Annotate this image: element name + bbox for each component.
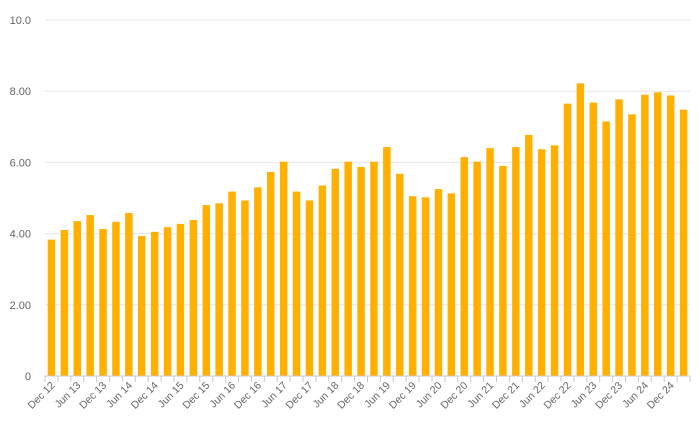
x-tick-label: Dec 15 <box>180 380 212 412</box>
x-tick-label: Dec 13 <box>77 380 109 412</box>
bar: Sep 20: 5.13 <box>447 193 456 376</box>
bar: Dec 23: 7.77 <box>615 99 623 376</box>
bar: Sep 22: 6.48 <box>550 145 559 376</box>
x-tick-label: Dec 19 <box>387 380 419 412</box>
y-tick-label: 8.00 <box>10 86 31 98</box>
x-tick-label: Dec 18 <box>335 380 367 412</box>
bar: Jun 13: 4.35 <box>73 221 81 376</box>
bar: Jun 23: 7.68 <box>589 102 597 376</box>
y-tick-label: 2.00 <box>10 300 31 312</box>
bar: Jun 22: 6.37 <box>537 149 546 376</box>
bar: Dec 14: 4.05 <box>150 231 159 376</box>
bar-series: Dec 12: 3.83 Mar 13: 4.1 Jun 13: 4.35 Sep 1… <box>47 83 688 377</box>
bar: Mar 25: 7.48 <box>679 109 688 377</box>
bar: Mar 19: 6.02 <box>370 161 378 376</box>
bar: Jun 20: 5.25 <box>434 189 443 376</box>
bar: Mar 18: 5.35 <box>318 185 327 376</box>
bar: Sep 23: 7.15 <box>602 121 610 377</box>
x-tick-label: Dec 23 <box>593 380 625 412</box>
bar: Sep 21: 5.9 <box>499 165 507 376</box>
bar: Mar 23: 8.22 <box>576 83 585 377</box>
x-tick-label: Dec 22 <box>542 380 574 412</box>
x-tick-label: Dec 21 <box>490 380 522 412</box>
bar: Dec 24: 7.88 <box>666 95 675 376</box>
bar: Jun 16: 5.18 <box>228 191 236 376</box>
bar: Sep 18: 6.02 <box>344 161 352 376</box>
y-tick-label: 6.00 <box>10 157 31 169</box>
bar: Dec 12: 3.83 <box>47 239 56 376</box>
y-tick-label: 10.0 <box>10 15 31 27</box>
bar: Dec 19: 5.05 <box>408 196 417 376</box>
bar: Sep 13: 4.52 <box>86 215 94 376</box>
bar: Mar 17: 5.73 <box>267 172 275 376</box>
bar: Dec 15: 4.8 <box>202 205 210 376</box>
bar: Sep 15: 4.38 <box>189 220 198 376</box>
x-tick-label: Dec 17 <box>284 380 316 412</box>
y-tick-label: 4.00 <box>10 229 31 241</box>
bar: Dec 18: 5.87 <box>357 167 365 376</box>
bar: Mar 24: 7.35 <box>628 114 636 376</box>
bar: Mar 16: 4.85 <box>215 203 223 376</box>
x-tick-label: Dec 16 <box>232 380 264 412</box>
bar: Dec 17: 4.93 <box>305 200 314 376</box>
bar: Dec 16: 5.3 <box>254 187 262 376</box>
bar: Sep 16: 4.93 <box>241 200 249 376</box>
y-axis: 0 2.00 4.00 6.00 8.00 10.0 <box>10 15 31 383</box>
bar: Sep 17: 5.18 <box>292 191 301 376</box>
bar: Jun 18: 5.82 <box>331 168 339 376</box>
bar: Dec 21: 6.43 <box>512 147 520 376</box>
bar: Dec 20: 6.15 <box>460 157 468 376</box>
bar: Sep 19: 5.68 <box>396 173 404 376</box>
bar: Dec 13: 4.13 <box>99 228 107 376</box>
x-tick-label: Dec 20 <box>438 380 470 412</box>
bar: Jun 14: 4.58 <box>125 212 133 376</box>
y-tick-label: 0 <box>25 371 31 383</box>
bar: Jun 19: 6.43 <box>383 147 391 376</box>
x-tick-label: Dec 24 <box>645 380 677 412</box>
bar: Sep 24: 7.97 <box>654 92 662 377</box>
bar: Dec 22: 7.65 <box>563 103 572 376</box>
x-tick-label: Dec 14 <box>129 380 161 412</box>
bar: Jun 21: 6.4 <box>486 148 494 376</box>
bar: Jun 24: 7.9 <box>641 94 649 376</box>
x-tick-label: Dec 12 <box>26 380 58 412</box>
bar: Mar 20: 5.02 <box>421 197 430 376</box>
bar: Mar 21: 6.02 <box>473 161 481 376</box>
bar: Sep 14: 3.93 <box>138 236 146 376</box>
bar: Mar 22: 6.77 <box>525 134 533 376</box>
bar: Mar 14: 4.33 <box>112 221 120 376</box>
bar: Mar 13: 4.1 <box>60 230 69 376</box>
bar: Jun 17: 6.02 <box>279 161 288 376</box>
bar: Jun 15: 4.27 <box>176 223 185 376</box>
bar: Mar 15: 4.18 <box>163 227 172 376</box>
